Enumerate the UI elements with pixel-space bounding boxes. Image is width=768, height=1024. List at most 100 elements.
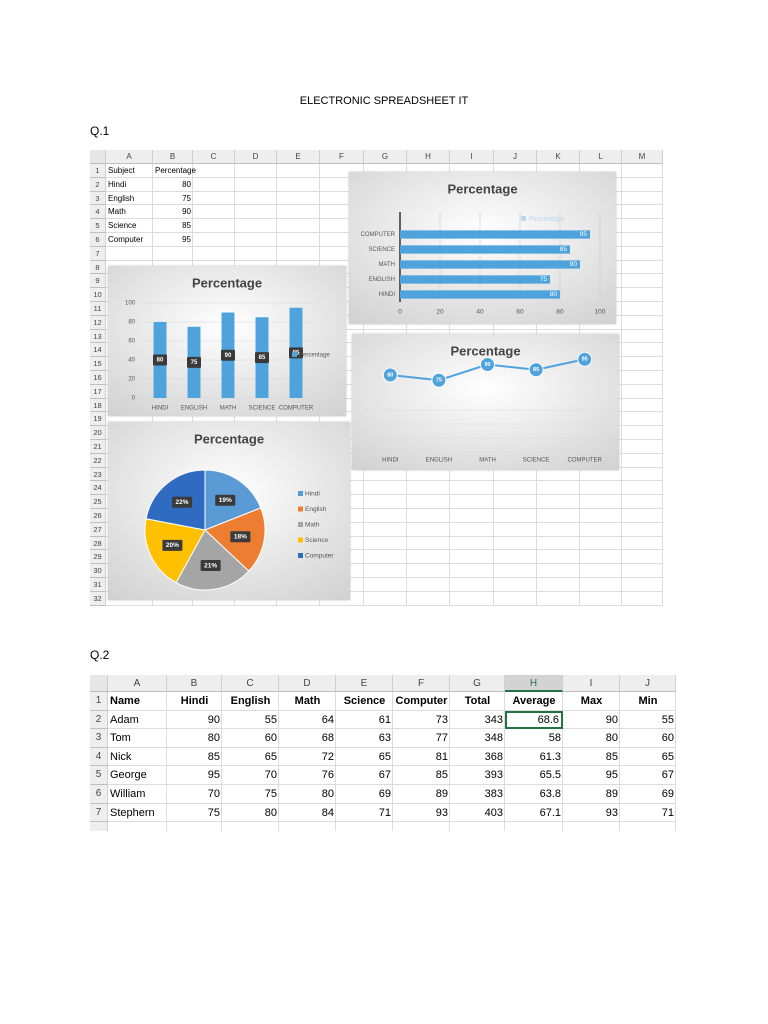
- row-header: 17: [90, 384, 106, 399]
- grid-line: [166, 692, 167, 831]
- column-header: D: [279, 675, 336, 692]
- data-label: 85: [533, 367, 539, 373]
- category-label: SCIENCE: [523, 458, 550, 464]
- x-tick-label: 0: [398, 309, 402, 316]
- grid-line: [504, 692, 505, 831]
- grid-line: [106, 549, 663, 551]
- cell: 77: [435, 732, 448, 745]
- marker: [528, 362, 544, 378]
- cell: 68: [321, 732, 334, 745]
- cell: 61.3: [539, 750, 561, 763]
- cell: 70: [264, 769, 277, 782]
- data-label: 80: [550, 291, 558, 298]
- cell: 71: [661, 806, 674, 819]
- chart: Percentage 0 20 40 60 80 100 COMPUTER 95 SCIENCE 8…: [349, 172, 616, 324]
- grid-line: [108, 821, 676, 823]
- legend-swatch: [298, 506, 303, 512]
- cell: 84: [321, 806, 334, 819]
- grid-line: [621, 164, 622, 606]
- question-label: Q.2: [90, 648, 110, 662]
- cell: 93: [435, 806, 448, 819]
- cell: Math: [108, 207, 126, 217]
- column-header: E: [336, 675, 393, 692]
- cell: 348: [484, 732, 503, 745]
- row-header: 27: [90, 522, 106, 537]
- header-cell: Math: [294, 695, 321, 707]
- row-header: 3: [90, 191, 106, 206]
- header-cell: Total: [464, 695, 491, 707]
- cell: 89: [435, 788, 448, 800]
- column-header: A: [106, 150, 153, 164]
- cell: 65.5: [539, 769, 561, 782]
- legend-label: Math: [305, 522, 320, 529]
- cell: George: [110, 769, 147, 782]
- cell: 75: [207, 806, 220, 819]
- cell: 90: [207, 713, 220, 726]
- cell: 55: [264, 713, 277, 726]
- cell: 75: [264, 788, 277, 800]
- row-header: 25: [90, 495, 106, 509]
- grid-line: [106, 521, 663, 523]
- cell: 63.8: [539, 788, 561, 800]
- row-header: 31: [90, 578, 106, 592]
- column-header: I: [450, 150, 494, 164]
- grid-line: [449, 692, 450, 831]
- legend-swatch: [298, 491, 303, 496]
- legend-label: Science: [305, 537, 329, 544]
- cell: 58: [548, 732, 561, 745]
- cell: 85: [182, 221, 191, 231]
- category-label: SCIENCE: [249, 406, 276, 412]
- legend-label: Percentage: [299, 353, 330, 359]
- cell: 67: [661, 769, 674, 782]
- row-header: 9: [90, 274, 106, 289]
- grid-line: [106, 563, 663, 565]
- category-label: ENGLISH: [181, 406, 207, 412]
- y-tick-label: 20: [128, 377, 135, 383]
- marker: [480, 357, 495, 372]
- row-header: 18: [90, 398, 106, 413]
- cell: Computer: [108, 235, 144, 244]
- cell: 343: [484, 713, 503, 726]
- data-label-box: [255, 352, 269, 364]
- column-header: G: [364, 150, 407, 164]
- header-cell: English: [230, 695, 271, 707]
- grid-line: [106, 328, 663, 330]
- grid-line: [278, 692, 279, 831]
- grid-line: [335, 692, 336, 831]
- column-header: A: [108, 675, 167, 692]
- category-label: MATH: [479, 458, 496, 464]
- cell: 93: [605, 806, 618, 819]
- chart-title: Percentage: [192, 275, 262, 290]
- chart-title: Percentage: [450, 343, 520, 358]
- grid-line: [108, 765, 676, 767]
- row-header: 5: [90, 766, 108, 785]
- data-label-box: [153, 354, 167, 366]
- cell: 68.6: [505, 710, 563, 730]
- data-label: 85: [259, 355, 266, 361]
- grid-line: [106, 508, 663, 509]
- cell: 76: [321, 769, 334, 782]
- row-header: 16: [90, 371, 106, 385]
- cell: Nick: [110, 750, 132, 763]
- row-header: 1: [90, 164, 106, 178]
- column-header: G: [450, 675, 505, 692]
- marker: [431, 372, 447, 388]
- grid-line: [108, 802, 676, 804]
- row-header: 21: [90, 440, 106, 454]
- legend-label: Hindi: [305, 491, 320, 498]
- cell: 64: [321, 713, 334, 726]
- cell: 80: [605, 732, 618, 745]
- row-header: 22: [90, 453, 106, 468]
- grid-line: [562, 692, 563, 831]
- x-tick-label: 40: [476, 309, 484, 316]
- cell: 67: [378, 769, 391, 782]
- grid-line: [106, 590, 663, 592]
- cell: 403: [484, 806, 503, 819]
- cell: 65: [378, 750, 391, 763]
- grid-line: [619, 692, 620, 831]
- bar: [400, 290, 560, 299]
- cell: 81: [435, 750, 448, 763]
- corner: [90, 150, 106, 164]
- cell: English: [108, 193, 135, 203]
